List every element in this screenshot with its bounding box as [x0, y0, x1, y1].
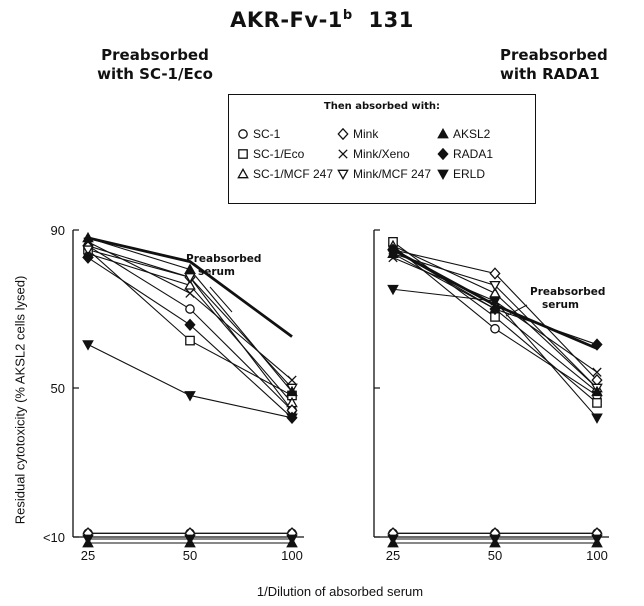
point-aksl2-10-2 — [286, 536, 298, 548]
figure-title-sup: b — [342, 8, 353, 23]
annotation-preabsorbed-serum-line2: serum — [542, 299, 579, 311]
legend-item-mink-mcf-247: Mink/MCF 247 — [337, 167, 431, 181]
y-axis-label: Residual cytotoxicity (% AKSL2 cells lys… — [12, 275, 28, 525]
figure-title-main: AKR-Fv-1 — [230, 8, 343, 32]
point-mink-xeno-1 — [185, 288, 195, 298]
legend-item-rada1: RADA1 — [437, 147, 493, 161]
point-sc-1-mcf-247-1 — [184, 279, 196, 290]
point-aksl2-10-0 — [387, 536, 399, 548]
x-tick-label: 25 — [386, 548, 400, 563]
legend-item-erld: ERLD — [437, 167, 485, 181]
point-sc-1-eco-1 — [185, 335, 195, 346]
point-erld-0 — [387, 284, 399, 296]
legend-item-mink: Mink — [337, 127, 378, 141]
point-aksl2-1 — [489, 302, 501, 314]
point-sc-1-1 — [490, 323, 500, 334]
legend-marker-sc-1-mcf-247 — [237, 168, 249, 179]
point-aksl2-10-0 — [82, 536, 94, 548]
figure-title-suffix: 131 — [368, 8, 414, 32]
series-line-preabsorbed-serum — [87, 236, 293, 338]
point-rada1-2 — [591, 338, 603, 351]
x-tick-label: 50 — [183, 548, 197, 563]
legend-marker-erld — [437, 169, 449, 180]
annotation-preabsorbed-serum: Preabsorbed — [186, 253, 261, 265]
legend-item-mink-xeno: Mink/Xeno — [337, 147, 410, 161]
point-mink-1 — [489, 267, 501, 280]
point-aksl2-1 — [184, 263, 196, 274]
right-panel-title: Preabsorbed with RADA1 — [500, 46, 644, 84]
point-erld-1 — [489, 296, 501, 308]
point-mink-xeno-2 — [592, 367, 602, 377]
legend-item-sc-1-mcf-247: SC-1/MCF 247 — [237, 167, 333, 181]
point-mink-mcf-247-1 — [489, 280, 501, 292]
y-tick-label: 50 — [51, 381, 65, 396]
figure-title: AKR-Fv-1b 131 — [0, 8, 644, 32]
point-mink-xeno-2 — [287, 375, 297, 385]
left-panel-title-line1: Preabsorbed — [101, 46, 209, 64]
point-mink-mcf-247-0 — [82, 245, 94, 256]
point-aksl2-2 — [591, 385, 603, 397]
legend-title: Then absorbed with: — [323, 101, 441, 112]
x-tick-label: 100 — [586, 548, 608, 563]
right-panel-title-line1: Preabsorbed — [500, 46, 608, 64]
legend-marker-sc-1-eco — [238, 149, 248, 159]
legend-label-mink-xeno: Mink/Xeno — [353, 147, 410, 161]
legend-label-sc-1-eco: SC-1/Eco — [253, 147, 305, 161]
point-sc-1-1 — [185, 304, 195, 314]
point-rada1-0 — [82, 251, 94, 264]
annotation-leader — [209, 286, 233, 313]
legend-marker-sc-1 — [238, 129, 248, 139]
legend-label-erld: ERLD — [453, 167, 486, 181]
legend-marker-rada1 — [437, 148, 449, 160]
point-erld-2 — [591, 413, 603, 424]
y-tick-label: 90 — [51, 223, 65, 238]
legend-label-mink: Mink — [353, 127, 379, 141]
legend: Then absorbed with: SC-1 Mink AKSL2 SC-1/Ec… — [228, 94, 536, 204]
x-axis-label: 1/Dilution of absorbed serum — [256, 584, 424, 599]
left-panel-title-line2: with SC-1/Eco — [97, 65, 213, 83]
left-panel-title: Preabsorbed with SC-1/Eco — [60, 46, 250, 84]
right-panel-title-line2: with RADA1 — [500, 65, 600, 83]
legend-label-sc-1-mcf-247: SC-1/MCF 247 — [253, 167, 334, 181]
point-rada1-1 — [184, 318, 196, 331]
legend-marker-mink-xeno — [338, 149, 348, 159]
annotation-preabsorbed-serum-line2: serum — [198, 266, 235, 278]
point-erld-2 — [286, 413, 298, 424]
legend-label-rada1: RADA1 — [453, 147, 494, 161]
legend-label-sc-1: SC-1 — [253, 127, 281, 141]
annotation-leader — [505, 304, 528, 317]
annotation-preabsorbed-serum: Preabsorbed — [530, 286, 605, 298]
x-tick-label: 50 — [488, 548, 502, 563]
point-aksl2-10-1 — [489, 536, 501, 548]
legend-item-sc-1: SC-1 — [237, 127, 280, 141]
point-aksl2-0 — [82, 231, 94, 243]
y-tick-label: <10 — [43, 530, 65, 545]
point-aksl2-10-1 — [184, 536, 196, 548]
x-tick-label: 100 — [281, 548, 303, 563]
point-aksl2-0 — [387, 247, 399, 259]
legend-item-aksl2: AKSL2 — [437, 127, 490, 141]
point-aksl2-10-2 — [591, 536, 603, 548]
point-aksl2-2 — [286, 385, 298, 397]
point-erld-1 — [184, 391, 196, 402]
legend-marker-aksl2 — [437, 128, 449, 139]
point-sc-1-eco-2 — [592, 398, 602, 408]
point-erld-0 — [82, 340, 94, 351]
legend-label-aksl2: AKSL2 — [453, 127, 491, 141]
legend-marker-mink — [337, 128, 349, 140]
legend-marker-mink-mcf-247 — [337, 169, 349, 180]
legend-item-sc-1-eco: SC-1/Eco — [237, 147, 304, 161]
x-tick-label: 25 — [81, 548, 95, 563]
legend-label-mink-mcf-247: Mink/MCF 247 — [353, 167, 432, 181]
